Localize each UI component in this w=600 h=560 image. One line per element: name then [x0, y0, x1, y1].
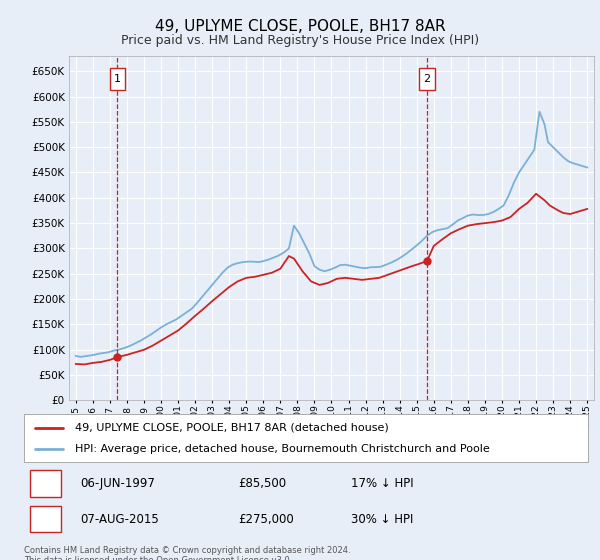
- FancyBboxPatch shape: [29, 506, 61, 533]
- Text: Contains HM Land Registry data © Crown copyright and database right 2024.
This d: Contains HM Land Registry data © Crown c…: [24, 546, 350, 560]
- Text: 07-AUG-2015: 07-AUG-2015: [80, 513, 159, 526]
- Text: 2: 2: [41, 513, 49, 526]
- Text: 1: 1: [114, 74, 121, 84]
- Text: 49, UPLYME CLOSE, POOLE, BH17 8AR: 49, UPLYME CLOSE, POOLE, BH17 8AR: [155, 19, 445, 34]
- Text: Price paid vs. HM Land Registry's House Price Index (HPI): Price paid vs. HM Land Registry's House …: [121, 34, 479, 46]
- Text: 2: 2: [424, 74, 431, 84]
- Text: 49, UPLYME CLOSE, POOLE, BH17 8AR (detached house): 49, UPLYME CLOSE, POOLE, BH17 8AR (detac…: [75, 423, 389, 433]
- Text: 1: 1: [41, 477, 49, 490]
- Text: 17% ↓ HPI: 17% ↓ HPI: [351, 477, 414, 490]
- FancyBboxPatch shape: [110, 68, 125, 90]
- Text: HPI: Average price, detached house, Bournemouth Christchurch and Poole: HPI: Average price, detached house, Bour…: [75, 444, 490, 454]
- Text: 30% ↓ HPI: 30% ↓ HPI: [351, 513, 413, 526]
- Text: 06-JUN-1997: 06-JUN-1997: [80, 477, 155, 490]
- FancyBboxPatch shape: [29, 470, 61, 497]
- Text: £275,000: £275,000: [238, 513, 294, 526]
- Text: £85,500: £85,500: [238, 477, 286, 490]
- FancyBboxPatch shape: [419, 68, 434, 90]
